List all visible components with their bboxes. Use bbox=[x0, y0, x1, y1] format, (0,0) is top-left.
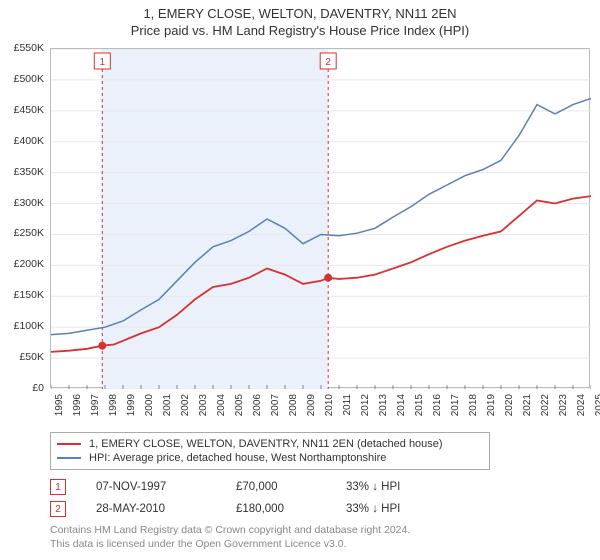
x-tick-label: 2023 bbox=[558, 394, 569, 416]
legend-swatch bbox=[57, 443, 81, 445]
footer-attribution: Contains HM Land Registry data © Crown c… bbox=[50, 524, 410, 551]
x-tick-label: 2017 bbox=[450, 394, 461, 416]
y-tick-label: £500K bbox=[14, 73, 44, 85]
y-tick-label: £400K bbox=[14, 135, 44, 147]
x-tick-label: 2024 bbox=[576, 394, 587, 416]
marker-delta: 33% ↓ HPI bbox=[346, 481, 446, 493]
x-tick-label: 2001 bbox=[162, 394, 173, 416]
x-tick-label: 2014 bbox=[396, 394, 407, 416]
y-tick-label: £300K bbox=[14, 197, 44, 209]
chart-plot: 12 bbox=[50, 48, 590, 388]
x-tick-label: 2004 bbox=[216, 394, 227, 416]
marker-delta: 33% ↓ HPI bbox=[346, 503, 446, 515]
y-tick-label: £350K bbox=[14, 166, 44, 178]
marker-badge: 1 bbox=[50, 479, 66, 495]
legend-label: HPI: Average price, detached house, West… bbox=[89, 452, 386, 464]
chart-title: 1, EMERY CLOSE, WELTON, DAVENTRY, NN11 2… bbox=[0, 0, 600, 38]
x-tick-label: 2005 bbox=[234, 394, 245, 416]
x-tick-label: 2019 bbox=[486, 394, 497, 416]
x-tick-label: 2009 bbox=[306, 394, 317, 416]
title-line1: 1, EMERY CLOSE, WELTON, DAVENTRY, NN11 2… bbox=[0, 6, 600, 21]
y-axis-labels: £0£50K£100K£150K£200K£250K£300K£350K£400… bbox=[0, 48, 48, 388]
x-tick-label: 2018 bbox=[468, 394, 479, 416]
footer-line2: This data is licensed under the Open Gov… bbox=[50, 538, 410, 552]
x-tick-label: 2015 bbox=[414, 394, 425, 416]
x-tick-label: 1995 bbox=[54, 394, 65, 416]
x-axis-labels: 1995 1996 1997 1998 1999 2000 2001 2002 2003 2004… bbox=[50, 390, 590, 430]
x-tick-label: 1996 bbox=[72, 394, 83, 416]
marker-price: £70,000 bbox=[236, 481, 316, 493]
x-tick-label: 2021 bbox=[522, 394, 533, 416]
x-tick-label: 2008 bbox=[288, 394, 299, 416]
footer-line1: Contains HM Land Registry data © Crown c… bbox=[50, 524, 410, 538]
marker-date: 07-NOV-1997 bbox=[96, 481, 206, 493]
x-tick-label: 2000 bbox=[144, 394, 155, 416]
x-tick-label: 2002 bbox=[180, 394, 191, 416]
x-tick-label: 1999 bbox=[126, 394, 137, 416]
x-tick-label: 2012 bbox=[360, 394, 371, 416]
marker-row: 1 07-NOV-1997 £70,000 33% ↓ HPI bbox=[50, 476, 446, 498]
x-tick-label: 2006 bbox=[252, 394, 263, 416]
marker-date: 28-MAY-2010 bbox=[96, 503, 206, 515]
y-tick-label: £0 bbox=[32, 382, 44, 394]
svg-text:1: 1 bbox=[100, 57, 106, 68]
title-line2: Price paid vs. HM Land Registry's House … bbox=[0, 23, 600, 38]
x-tick-label: 2020 bbox=[504, 394, 515, 416]
x-tick-label: 2013 bbox=[378, 394, 389, 416]
x-tick-label: 2016 bbox=[432, 394, 443, 416]
x-tick-label: 2010 bbox=[324, 394, 335, 416]
legend: 1, EMERY CLOSE, WELTON, DAVENTRY, NN11 2… bbox=[50, 432, 490, 470]
marker-row: 2 28-MAY-2010 £180,000 33% ↓ HPI bbox=[50, 498, 446, 520]
marker-price: £180,000 bbox=[236, 503, 316, 515]
legend-label: 1, EMERY CLOSE, WELTON, DAVENTRY, NN11 2… bbox=[89, 438, 443, 450]
x-tick-label: 2011 bbox=[342, 394, 353, 416]
y-tick-label: £550K bbox=[14, 42, 44, 54]
x-tick-label: 2022 bbox=[540, 394, 551, 416]
marker-badge: 2 bbox=[50, 501, 66, 517]
x-tick-label: 1997 bbox=[90, 394, 101, 416]
y-tick-label: £200K bbox=[14, 258, 44, 270]
y-tick-label: £50K bbox=[19, 351, 44, 363]
x-tick-label: 2007 bbox=[270, 394, 281, 416]
markers-table: 1 07-NOV-1997 £70,000 33% ↓ HPI 2 28-MAY-2010… bbox=[50, 476, 446, 520]
x-tick-label: 2003 bbox=[198, 394, 209, 416]
legend-swatch bbox=[57, 457, 81, 459]
x-tick-label: 1998 bbox=[108, 394, 119, 416]
x-tick-label: 2025 bbox=[594, 394, 600, 416]
chart-svg: 12 bbox=[51, 49, 591, 389]
y-tick-label: £250K bbox=[14, 227, 44, 239]
y-tick-label: £450K bbox=[14, 104, 44, 116]
y-tick-label: £100K bbox=[14, 320, 44, 332]
legend-row: HPI: Average price, detached house, West… bbox=[57, 451, 483, 465]
y-tick-label: £150K bbox=[14, 289, 44, 301]
legend-row: 1, EMERY CLOSE, WELTON, DAVENTRY, NN11 2… bbox=[57, 437, 483, 451]
svg-text:2: 2 bbox=[325, 57, 331, 68]
